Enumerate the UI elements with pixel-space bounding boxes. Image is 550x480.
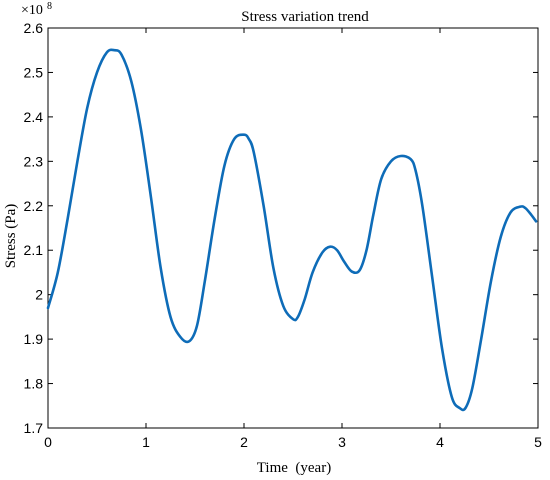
y-tick-label: 2.2 [24, 198, 44, 214]
y-tick-label: 1.9 [24, 331, 44, 347]
y-tick-label: 1.7 [24, 420, 44, 436]
y-tick-label: 2.1 [24, 242, 44, 258]
stress-series-line [46, 48, 538, 412]
y-tick-label: 1.8 [24, 376, 44, 392]
plot-frame [47, 27, 539, 429]
y-tick-label: 2 [35, 287, 43, 303]
y-tick-label: 2.6 [24, 20, 44, 36]
y-multiplier: ×10 8 [21, 1, 52, 18]
y-axis-label: Stress (Pa) [3, 204, 19, 269]
x-tick-label: 0 [44, 434, 52, 450]
x-tick-label: 3 [338, 434, 346, 450]
y-axis: 1.7 1.8 1.9 2 2.1 2.2 2.3 2.4 2.5 2.6 [24, 20, 538, 436]
x-tick-label: 4 [436, 434, 444, 450]
x-axis: 0 1 2 3 4 5 [44, 28, 542, 450]
y-tick-label: 2.4 [24, 109, 44, 125]
x-tick-label: 2 [240, 434, 248, 450]
y-multiplier-exponent: 8 [47, 1, 52, 12]
x-tick-label: 5 [534, 434, 542, 450]
y-tick-label: 2.5 [24, 64, 44, 80]
x-axis-label: Time (year) [257, 460, 331, 476]
chart-title: Stress variation trend [241, 9, 369, 25]
y-tick-label: 2.3 [24, 153, 44, 169]
x-tick-label: 1 [142, 434, 150, 450]
y-multiplier-base: ×10 [21, 3, 43, 18]
